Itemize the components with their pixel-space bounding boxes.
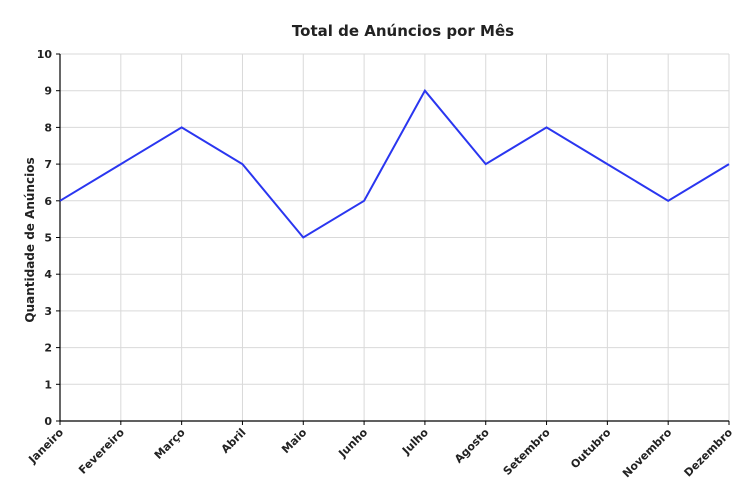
chart-title: Total de Anúncios por Mês: [291, 22, 515, 40]
y-axis-label: Quantidade de Anúncios: [23, 157, 37, 323]
x-tick-label: Outubro: [568, 426, 614, 472]
x-tick-label: Junho: [335, 426, 370, 461]
x-tick-label: Fevereiro: [76, 426, 127, 477]
x-tick-label: Julho: [399, 426, 431, 458]
y-tick-label: 10: [37, 48, 53, 61]
y-tick-label: 4: [44, 268, 52, 281]
x-tick-label: Janeiro: [25, 426, 66, 467]
x-tick-label: Maio: [279, 426, 310, 457]
x-tick-label: Setembro: [501, 426, 553, 478]
x-tick-label: Abril: [219, 426, 249, 456]
y-tick-label: 8: [44, 121, 52, 134]
y-tick-label: 3: [44, 305, 52, 318]
y-tick-label: 0: [44, 415, 52, 428]
y-tick-label: 2: [44, 342, 52, 355]
y-tick-label: 7: [44, 158, 52, 171]
y-tick-label: 5: [44, 232, 52, 245]
x-tick-label: Dezembro: [682, 426, 736, 480]
x-tick-label: Agosto: [452, 426, 492, 466]
x-tick-label: Março: [152, 426, 188, 462]
y-tick-label: 9: [44, 85, 52, 98]
x-tick-label: Novembro: [620, 426, 675, 481]
y-tick-label: 6: [44, 195, 52, 208]
y-tick-label: 1: [44, 378, 52, 391]
series-line: [59, 88, 730, 239]
